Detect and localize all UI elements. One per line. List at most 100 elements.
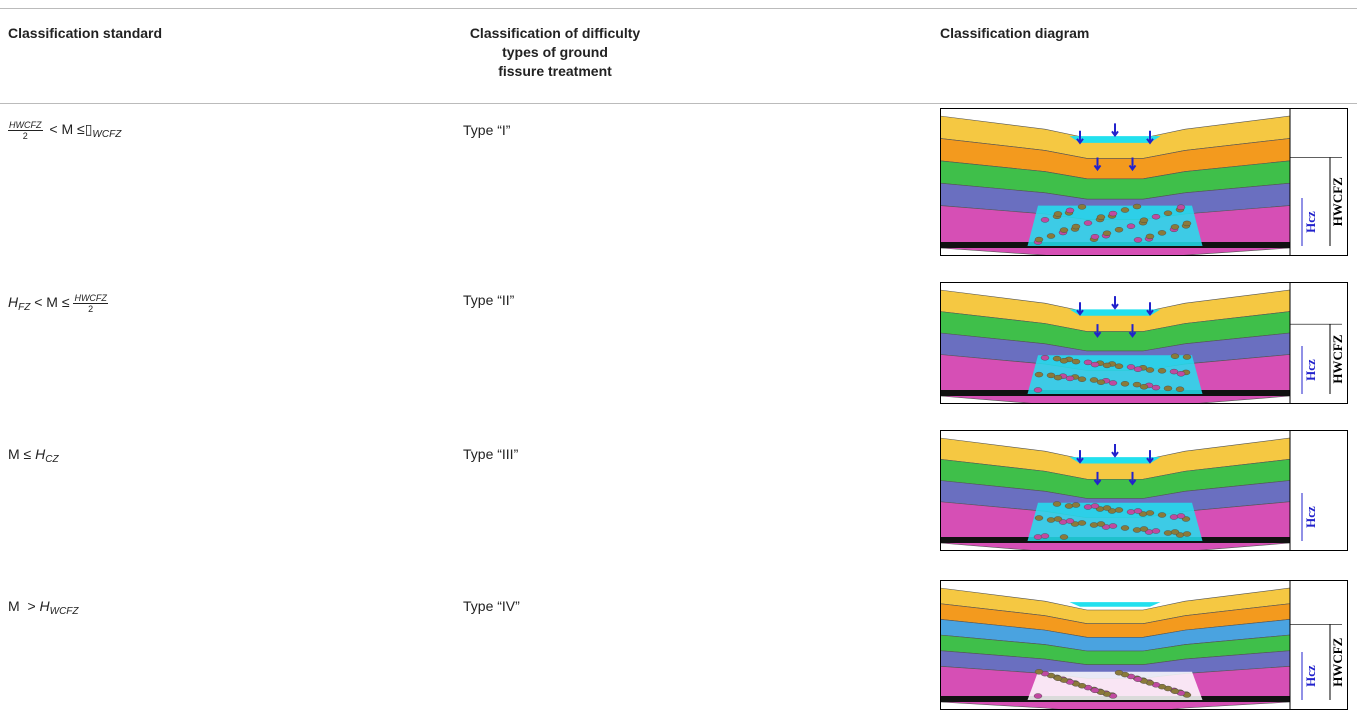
rubble (1115, 508, 1123, 513)
rubble (1177, 514, 1185, 519)
rubble (1133, 528, 1141, 533)
diagram: Hcz HWCFZ (940, 580, 1348, 710)
header-line: types of ground (455, 43, 655, 62)
rubble (1097, 380, 1105, 385)
hwcfz-label: HWCFZ (1330, 334, 1345, 383)
rubble (1164, 531, 1172, 536)
rubble (1034, 388, 1042, 393)
hcz-label: Hcz (1303, 665, 1318, 687)
top-rule (0, 8, 1357, 9)
rubble (1134, 509, 1142, 514)
rubble (1115, 670, 1123, 675)
standard: M > HWCFZ (8, 598, 79, 617)
rubble (1140, 384, 1148, 389)
rubble (1060, 535, 1068, 540)
header-line: Classification of difficulty (455, 24, 655, 43)
rubble (1097, 522, 1105, 527)
standard: HFZ < M ≤ HWCFZ2 (8, 293, 111, 314)
rubble (1121, 208, 1129, 213)
rubble (1109, 211, 1117, 216)
rubble (1054, 375, 1062, 380)
arrow (1112, 123, 1118, 135)
rubble (1109, 381, 1117, 386)
rubble (1072, 359, 1080, 364)
rubble (1047, 518, 1055, 523)
rubble (1066, 376, 1074, 381)
rubble (1060, 358, 1068, 363)
rubble (1035, 237, 1043, 242)
rubble (1152, 214, 1160, 219)
label-area (1290, 431, 1347, 550)
rubble (1152, 529, 1160, 534)
arrow (1147, 302, 1153, 314)
rubble (1103, 506, 1111, 511)
rubble (1072, 503, 1080, 508)
header-diagram: Classification diagram (940, 24, 1089, 43)
rubble (1091, 234, 1099, 239)
hwcfz-label: HWCFZ (1330, 177, 1345, 226)
rubble (1170, 515, 1178, 520)
header-rule (0, 103, 1357, 104)
rubble (1127, 365, 1135, 370)
sub: WCFZ (50, 606, 79, 617)
rubble (1078, 377, 1086, 382)
sub: WCFZ (16, 120, 42, 130)
rubble (1103, 231, 1111, 236)
page: Classification standard Classification o… (0, 0, 1357, 721)
rubble (1171, 530, 1179, 535)
rubble (1091, 688, 1099, 693)
rubble (1060, 228, 1068, 233)
rubble (1053, 356, 1061, 361)
denominator: 2 (8, 131, 43, 141)
rubble (1053, 502, 1061, 507)
header-standard: Classification standard (8, 24, 162, 43)
rubble (1035, 669, 1043, 674)
rubble (1133, 204, 1141, 209)
rubble (1035, 372, 1043, 377)
rubble (1078, 521, 1086, 526)
rubble (1066, 208, 1074, 213)
var: H (35, 446, 45, 462)
rubble (1103, 363, 1111, 368)
rubble (1121, 381, 1129, 386)
rubble (1054, 211, 1062, 216)
header-type: Classification of difficulty types of gr… (455, 24, 655, 81)
sub: FZ (18, 302, 30, 313)
type: Type “III” (463, 446, 518, 462)
rubble (1115, 227, 1123, 232)
rubble (1171, 689, 1179, 694)
rubble (1146, 368, 1154, 373)
rubble (1034, 694, 1042, 699)
sub: WCFZ (92, 129, 121, 140)
rubble (1140, 218, 1148, 223)
type: Type “II” (463, 292, 514, 308)
hcz-label: Hcz (1303, 359, 1318, 381)
rubble (1152, 385, 1160, 390)
rubble (1183, 221, 1191, 226)
rubble (1090, 378, 1098, 383)
rubble (1115, 364, 1123, 369)
rubble (1084, 221, 1092, 226)
operator: M > (8, 598, 36, 614)
var: H (8, 294, 18, 310)
rubble (1183, 355, 1191, 360)
rubble (1097, 215, 1105, 220)
rubble (1041, 355, 1049, 360)
hwcfz-label: HWCFZ (1330, 637, 1345, 686)
rubble (1183, 532, 1191, 537)
operator: < M ≤ (34, 294, 69, 310)
rubble (1127, 510, 1135, 515)
rubble (1078, 204, 1086, 209)
sub: CZ (45, 454, 58, 465)
arrow (1077, 450, 1083, 462)
sub: WCFZ (81, 293, 107, 303)
rubble (1127, 224, 1135, 229)
rubble (1091, 362, 1099, 367)
rubble (1158, 513, 1166, 518)
rubble (1054, 517, 1062, 522)
rubble (1034, 535, 1042, 540)
rubble (1134, 237, 1142, 242)
rubble (1041, 217, 1049, 222)
water (1070, 457, 1161, 463)
